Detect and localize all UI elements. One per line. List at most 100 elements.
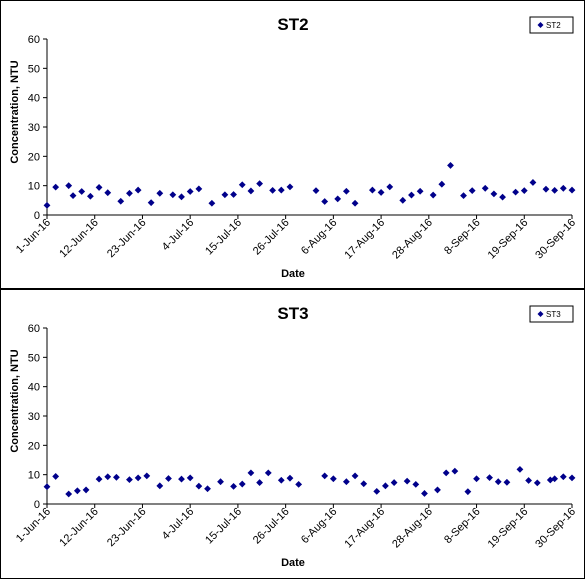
data-point (447, 162, 454, 169)
data-point (95, 184, 103, 191)
chart-st2: ST2 Date Concentration, NTU ST2 0 10 20 30 4… (9, 15, 578, 280)
data-point (551, 186, 559, 194)
y-tick-label: 20 (28, 151, 40, 163)
data-point (512, 188, 519, 196)
x-tick-label: 1-Jun-16 (14, 506, 53, 545)
data-point (468, 187, 476, 195)
x-tick-label: 17-Aug-16 (342, 217, 387, 262)
legend-label: ST3 (546, 310, 561, 319)
data-point (52, 183, 60, 191)
data-point (264, 469, 272, 477)
data-point (195, 482, 203, 490)
x-tick-label: 30-Sep-16 (533, 217, 578, 262)
data-point (542, 185, 550, 193)
y-tick-label: 60 (28, 34, 40, 46)
data-point (69, 192, 77, 200)
data-point (217, 478, 224, 486)
data-point (286, 183, 294, 191)
data-point (178, 475, 185, 483)
legend-label: ST2 (546, 21, 561, 30)
data-point (104, 473, 112, 481)
y-tick-label: 50 (28, 352, 40, 364)
x-tick-label: 6-Aug-16 (299, 506, 339, 546)
data-point (238, 480, 246, 488)
data-point (551, 475, 559, 483)
x-axis-title: Date (281, 268, 305, 280)
data-point (473, 475, 480, 483)
y-axis-title: Concentration, NTU (9, 349, 21, 452)
data-point (165, 475, 172, 482)
data-point (429, 191, 437, 199)
y-axis-title: Concentration, NTU (9, 60, 21, 163)
chart-title: ST2 (277, 15, 308, 34)
legend: ST3 (529, 305, 574, 323)
data-point (113, 473, 120, 481)
x-tick-label: 30-Sep-16 (533, 506, 578, 551)
data-point (568, 474, 576, 482)
data-point (230, 191, 237, 198)
data-point (481, 184, 489, 192)
data-point (369, 186, 376, 194)
data-point (377, 189, 385, 196)
data-point (312, 187, 320, 195)
y-tick-label: 30 (28, 411, 40, 423)
y-tick-label: 60 (28, 323, 40, 335)
data-point (533, 479, 541, 487)
data-point (490, 190, 498, 198)
data-point (559, 184, 567, 192)
y-tick-label: 40 (28, 93, 40, 105)
y-tick-label: 0 (34, 499, 40, 511)
data-point (143, 472, 151, 480)
plot-area: 0 10 20 30 40 50 60 1-Jun-16 12-Jun-16 23-Jun-16 4… (14, 323, 578, 550)
data-point (494, 478, 502, 486)
y-tick-label: 0 (34, 210, 40, 222)
data-point (73, 487, 81, 495)
data-point (247, 469, 255, 477)
plot-area: 0 10 20 30 40 50 60 1-Jun-16 12-Jun-16 23-Jun-16 4… (14, 34, 578, 261)
data-point (238, 181, 246, 189)
y-tick-label: 50 (28, 63, 40, 75)
x-tick-label: 15-Jul-16 (203, 506, 244, 547)
data-point (269, 186, 277, 194)
data-point (277, 186, 285, 194)
data-point (221, 191, 229, 199)
data-point (286, 474, 294, 482)
legend-box (529, 305, 574, 323)
data-point (256, 479, 264, 486)
data-point (117, 197, 125, 205)
data-point (438, 180, 446, 188)
data-point (390, 479, 398, 486)
data-point (412, 480, 420, 488)
x-tick-label: 19-Sep-16 (486, 506, 531, 551)
x-axis-title: Date (281, 557, 305, 569)
x-tick-label: 17-Aug-16 (342, 506, 387, 551)
data-point (204, 485, 211, 493)
data-point (451, 467, 459, 475)
x-tick-label: 23-Jun-16 (105, 506, 149, 550)
data-point (186, 474, 194, 482)
chart-st3: ST3 Date Concentration, NTU ST3 0 10 20 30 4… (9, 304, 578, 569)
data-point (464, 488, 472, 496)
y-tick-label: 10 (28, 470, 40, 482)
data-point (78, 188, 86, 195)
data-point (208, 199, 216, 207)
x-tick-label: 4-Jul-16 (160, 217, 197, 254)
data-point (559, 473, 567, 481)
data-point (460, 192, 467, 200)
x-tick-label: 28-Aug-16 (390, 506, 435, 551)
data-point (86, 192, 94, 200)
data-point (525, 477, 533, 484)
data-point (230, 483, 237, 490)
data-point (416, 187, 424, 195)
data-point (247, 187, 255, 195)
data-point (134, 474, 142, 482)
data-point (342, 187, 350, 195)
data-point (321, 198, 329, 205)
data-point (421, 490, 428, 497)
legend-marker (537, 22, 544, 28)
data-point (351, 472, 359, 480)
y-tick-label: 40 (28, 382, 40, 394)
data-point (329, 475, 337, 483)
data-point (529, 179, 537, 186)
x-tick-label: 28-Aug-16 (390, 217, 435, 262)
